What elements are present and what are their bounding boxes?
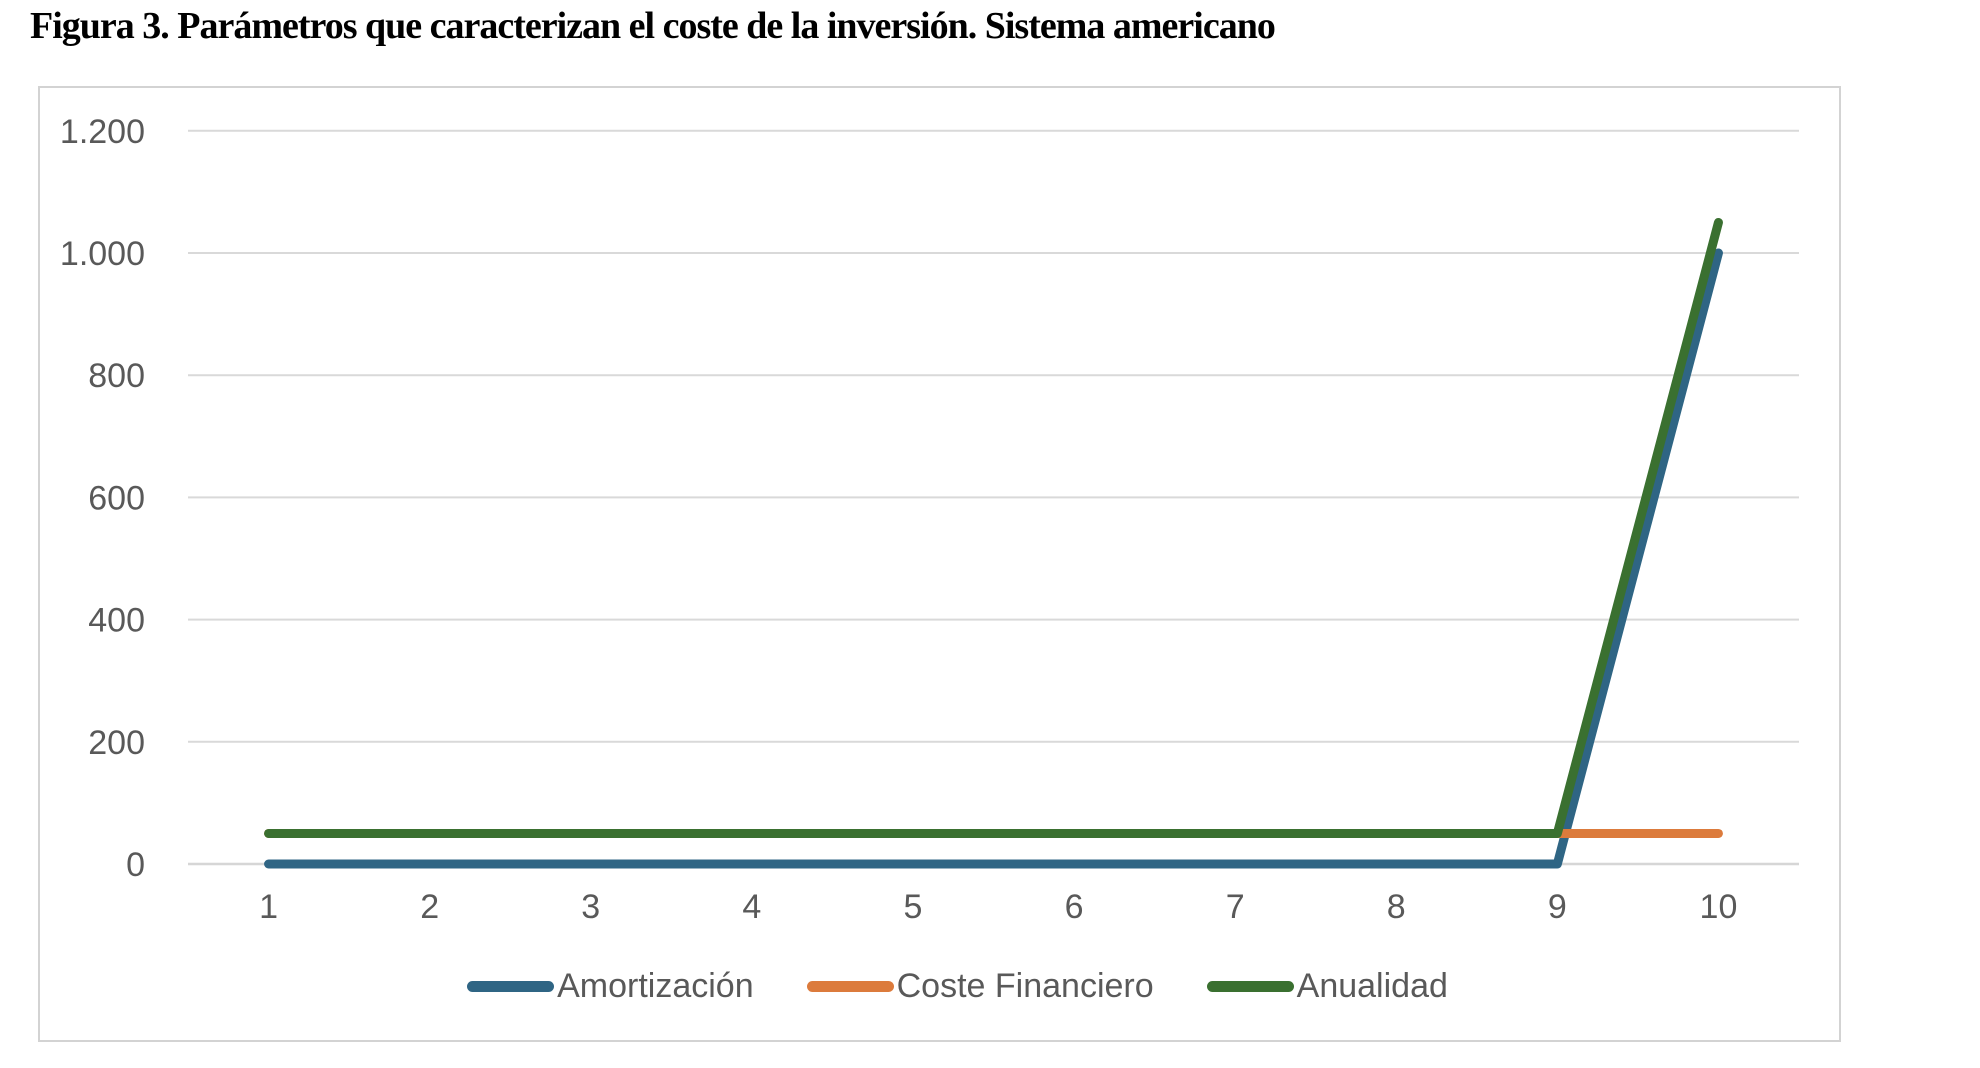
legend-swatch <box>806 980 894 992</box>
y-tick-label: 600 <box>88 479 145 517</box>
legend-item-coste-financiero: Coste Financiero <box>806 967 1154 1005</box>
x-tick-label: 3 <box>581 888 600 926</box>
series-line-anualidad <box>264 217 1723 838</box>
series-line-amortizacion <box>264 248 1723 869</box>
y-tick-label: 400 <box>88 602 145 640</box>
x-tick-label: 8 <box>1387 888 1406 926</box>
x-tick-label: 4 <box>742 888 761 926</box>
x-tick-label: 7 <box>1226 888 1245 926</box>
y-tick-label: 800 <box>88 357 145 395</box>
y-tick-label: 1.200 <box>60 113 145 151</box>
legend-item-anualidad: Anualidad <box>1206 967 1448 1005</box>
figure-title: Figura 3. Parámetros que caracterizan el… <box>30 5 1276 47</box>
y-tick-label: 200 <box>88 724 145 762</box>
x-tick-label: 2 <box>420 888 439 926</box>
chart-frame: 0 200 400 600 800 1.000 1.200 1 2 3 4 5 6 7 8 9 10 Amort… <box>38 86 1841 1042</box>
y-tick-label: 1.000 <box>60 235 145 273</box>
x-tick-label: 10 <box>1700 888 1738 926</box>
legend-swatch <box>1206 980 1294 992</box>
legend-label: Amortización <box>557 967 754 1005</box>
x-tick-label: 5 <box>903 888 922 926</box>
x-tick-label: 1 <box>259 888 278 926</box>
x-tick-label: 6 <box>1065 888 1084 926</box>
plot-svg: 0 200 400 600 800 1.000 1.200 1 2 3 4 5 6 7 8 9 10 <box>60 113 1799 926</box>
legend-item-amortizacion: Amortización <box>467 969 754 1003</box>
legend-label: Coste Financiero <box>896 967 1154 1005</box>
legend-swatch <box>467 980 555 992</box>
legend: Amortización Coste Financiero Anualidad <box>40 964 1839 1008</box>
legend-label: Anualidad <box>1296 967 1448 1005</box>
x-tick-label: 9 <box>1548 888 1567 926</box>
y-tick-label: 0 <box>126 846 145 884</box>
